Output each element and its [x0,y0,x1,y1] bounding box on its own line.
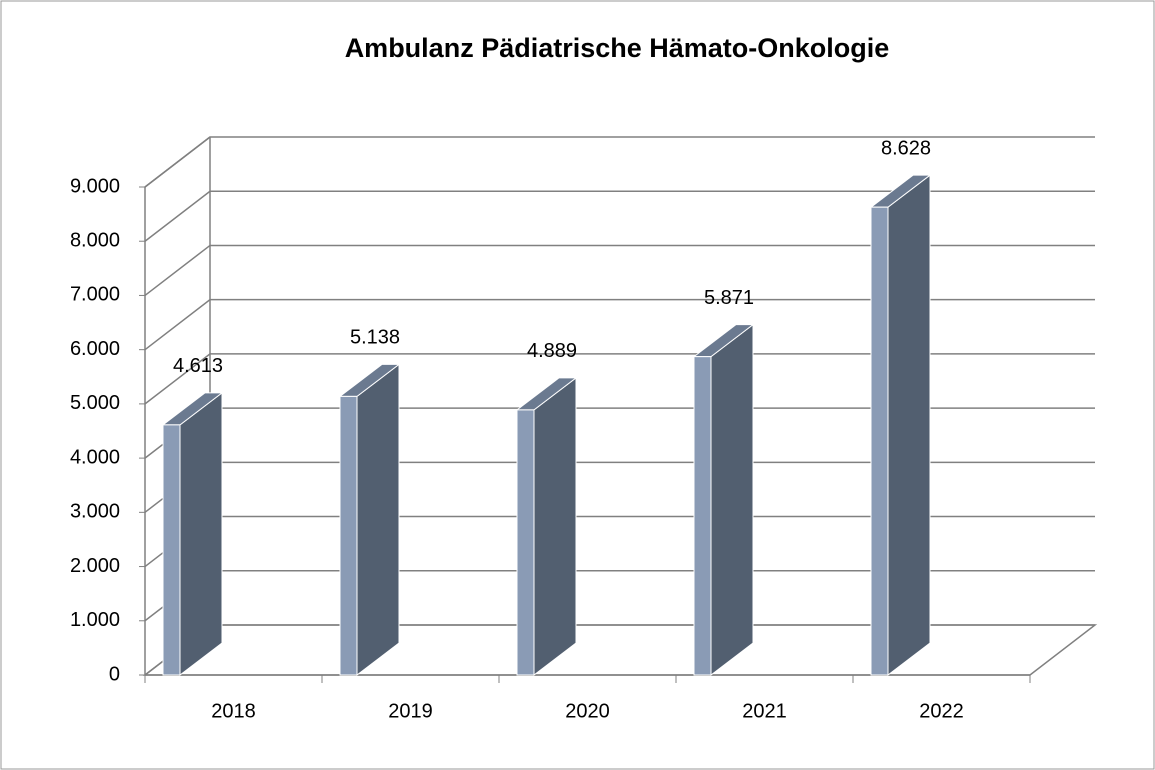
x-tick-label: 2020 [565,700,610,722]
bar-side [356,363,400,677]
y-tick-label: 0 [109,663,120,685]
grid-line [144,353,1095,405]
chart-title: Ambulanz Pädiatrische Hämato-Onkologie [345,33,890,63]
y-tick-label: 3.000 [70,501,120,523]
grid-line [144,244,1095,297]
y-tick-label: 7.000 [70,284,120,306]
value-label: 5.138 [350,327,400,349]
bar-side [887,174,931,677]
grid-line [144,298,1095,351]
y-tick-label: 2.000 [70,555,120,577]
y-tick-label: 6.000 [70,338,120,360]
x-tick-label: 2021 [742,700,787,722]
y-tick-label: 9.000 [70,175,120,197]
value-label: 4.613 [173,355,223,377]
bar [516,409,535,676]
value-label: 8.628 [881,137,931,159]
grid-line [144,136,1095,188]
value-label: 4.889 [527,340,577,362]
bar [339,395,358,676]
bar [162,424,181,676]
x-tick-label: 2019 [388,700,433,722]
y-tick-label: 8.000 [70,230,120,252]
x-tick-label: 2018 [211,700,256,722]
bar [693,356,712,676]
y-tick-label: 5.000 [70,392,120,414]
grid-line [144,190,1095,242]
x-tick-label: 2022 [919,700,964,722]
y-tick-label: 4.000 [70,446,120,468]
bar-side [179,391,223,677]
value-label: 5.871 [704,287,754,309]
bar [870,206,889,676]
bar-side [533,376,577,677]
bar-side [710,323,754,677]
y-tick-label: 1.000 [70,609,120,631]
